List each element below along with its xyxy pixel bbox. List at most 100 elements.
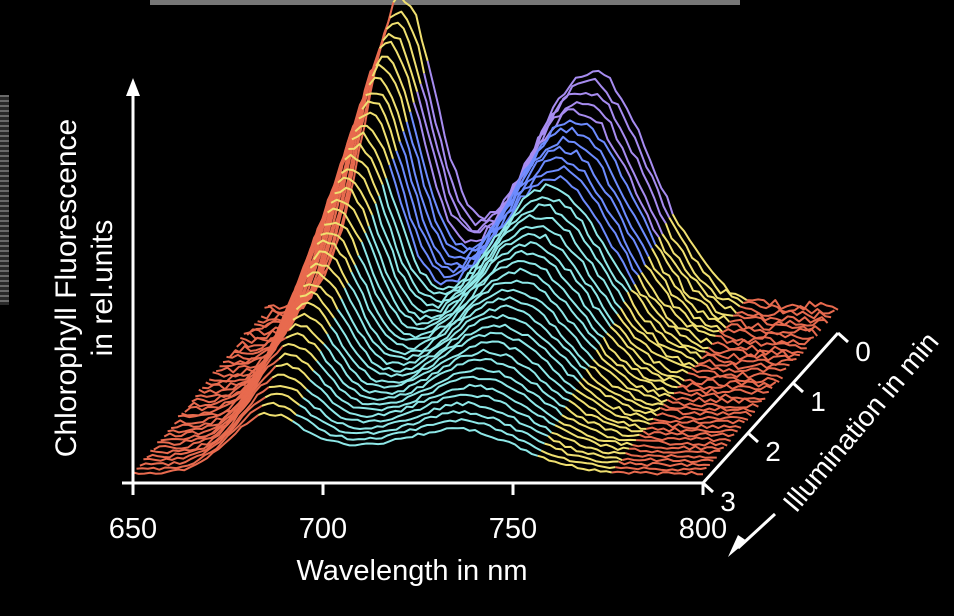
spectrum-curve-segment: [302, 396, 549, 437]
spectrum-curve-segment: [646, 426, 738, 434]
spectrum-curve-segment: [358, 111, 394, 160]
spectrum-curve-segment: [368, 76, 405, 132]
spectrum-curve-segment: [357, 254, 605, 339]
z-tick-mark: [836, 331, 850, 344]
spectrum-curve-segment: [385, 177, 633, 291]
spectrum-curve-segment: [684, 378, 777, 388]
spectrum-curve-segment: [150, 365, 277, 455]
spectrum-curve-segment: [139, 396, 266, 467]
spectrum-curve-segment: [402, 131, 650, 261]
spectrum-curve-segment: [395, 150, 643, 274]
spectrum-curve-segment: [654, 243, 731, 323]
spectrum-curve-segment: [619, 307, 696, 368]
spectrum-curve-segment: [303, 283, 339, 310]
spectrum-curve-segment: [295, 301, 332, 328]
spectrum-curve-segment: [299, 290, 335, 319]
spectrum-curve-segment: [551, 431, 626, 455]
spectrum-curve-segment: [132, 414, 260, 475]
spectrum-curve-segment: [275, 362, 311, 381]
spectrum-curve-segment: [547, 435, 623, 462]
spectrum-curve-segment: [389, 10, 426, 74]
spectrum-curve-segment: [568, 399, 644, 433]
spectrum-curve-segment: [718, 330, 812, 346]
spectrum-curve-segment: [264, 392, 301, 406]
x-axis-label: Wavelength in nm: [296, 555, 527, 587]
z-axis-line: [701, 331, 840, 485]
spectrum-curve-segment: [578, 381, 654, 421]
spectrum-curve-segment: [739, 305, 832, 320]
spectrum-curve-segment: [285, 332, 322, 352]
spectrum-curve-segment: [316, 239, 353, 273]
spectrum-curve-segment: [659, 406, 753, 417]
spectrum-curve-segment: [371, 63, 408, 123]
spectrum-curve-segment: [599, 343, 675, 395]
spectrum-curve-segment: [673, 391, 766, 401]
spectrum-curve-segment: [629, 447, 721, 455]
spectrum-curve-segment: [621, 457, 714, 464]
z-tick-label: 0: [855, 336, 871, 367]
spectrum-curve-segment: [595, 349, 672, 398]
spectrum-curve-segment: [625, 452, 717, 459]
spectrum-curve-segment: [630, 289, 706, 353]
spectrum-curve-segment: [653, 417, 745, 425]
x-tick-label: 800: [679, 513, 727, 545]
spectrum-curve-segment: [329, 325, 577, 391]
spectrum-curve-segment: [388, 164, 636, 286]
spectrum-curve-segment: [327, 207, 363, 243]
spectrum-curve-segment: [611, 470, 704, 476]
spectrum-curve-segment: [557, 420, 633, 446]
spectrum-curve-segment: [365, 92, 401, 142]
spectrum-curve-segment: [309, 262, 346, 289]
spectrum-curve-segment: [609, 325, 686, 382]
spectrum-curve-segment: [671, 213, 748, 301]
spectrum-curve-segment: [647, 256, 724, 333]
spectrum-curve-segment: [305, 388, 553, 434]
spectrum-curve-segment: [618, 460, 710, 467]
spectrum-curve-segment: [371, 214, 619, 315]
spectrum-curve-segment: [378, 40, 415, 103]
spectrum-curve-segment: [312, 370, 560, 422]
spectrum-curve-segment: [649, 421, 742, 430]
spectrum-curve-segment: [664, 222, 741, 308]
y-axis-arrow: [126, 78, 140, 96]
spectrum-curve-segment: [282, 343, 318, 362]
spectrum-curve-segment: [340, 168, 377, 205]
spectrum-curve-segment: [668, 216, 744, 304]
spectrum-curve-segment: [585, 368, 661, 412]
spectrum-curve-segment: [581, 377, 658, 417]
spectrum-curve-segment: [312, 250, 349, 284]
spectrum-curve-segment: [626, 291, 703, 360]
spectrum-curve-segment: [392, 158, 639, 279]
spectrum-curve-segment: [350, 271, 598, 351]
spectrum-curve-segment: [715, 334, 807, 350]
spectrum-curve-segment: [644, 264, 720, 333]
spectrum-curve-segment: [392, 0, 429, 62]
y-axis-label-line2: in rel.units: [86, 220, 119, 357]
x-tick-label: 750: [489, 513, 537, 545]
spectrum-curve-segment: [746, 298, 839, 311]
spectrum-curve-segment: [323, 343, 570, 402]
z-tick-mark: [746, 431, 760, 444]
spectrum-curve-segment: [295, 413, 542, 452]
spectrum-curve-segment: [351, 131, 388, 179]
spectrum-curve-segment: [381, 184, 629, 296]
spectrum-curve-segment: [258, 411, 294, 422]
spectrum-curve-segment: [426, 60, 674, 221]
spectrum-curve-segment: [354, 124, 391, 166]
spectrum-curve-segment: [334, 186, 370, 227]
spectrum-curve-segment: [736, 311, 829, 324]
spectrum-curve-segment: [616, 313, 692, 370]
spectrum-curve-segment: [564, 406, 640, 437]
spectrum-curve-segment: [146, 376, 273, 459]
spectrum-curve-segment: [344, 153, 381, 197]
spectrum-curve-segment: [333, 317, 580, 383]
spectrum-curve-segment: [729, 318, 822, 333]
spectrum-curve-segment: [340, 298, 587, 370]
spectrum-curve-segment: [651, 247, 727, 329]
spectrum-curve-segment: [670, 395, 762, 404]
spectrum-curve-segment: [324, 221, 360, 256]
spectrum-curve-segment: [160, 336, 287, 442]
spectrum-curve-segment: [661, 233, 738, 314]
spectrum-curve-segment: [419, 83, 667, 233]
